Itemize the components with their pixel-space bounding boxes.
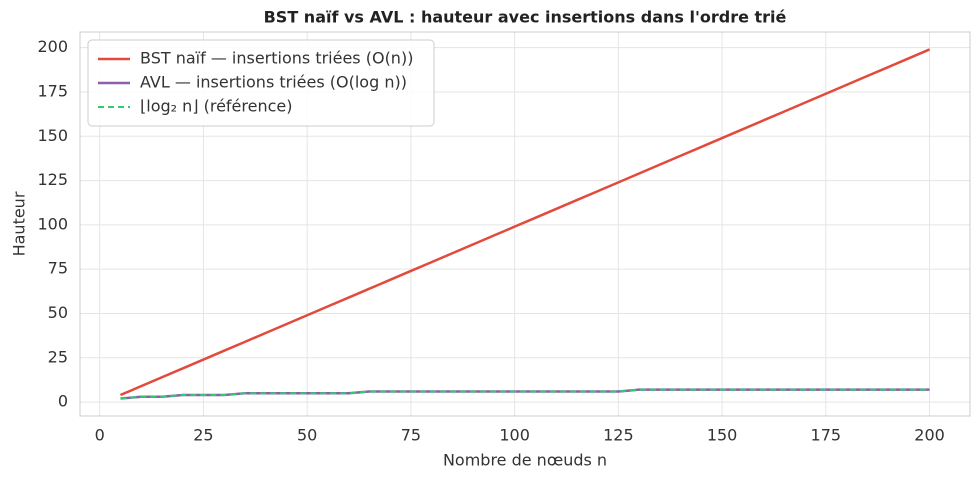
x-tick-label: 200 [914, 426, 945, 445]
legend-label: AVL — insertions triées (O(log n)) [140, 73, 407, 92]
x-tick-label: 100 [499, 426, 530, 445]
x-tick-label: 150 [707, 426, 738, 445]
series-line [120, 388, 930, 400]
x-tick-label: 125 [603, 426, 634, 445]
chart-title: BST naïf vs AVL : hauteur avec insertion… [264, 8, 787, 27]
legend-box [87, 39, 435, 127]
plot-frame [79, 31, 971, 417]
y-tick-label: 200 [37, 37, 68, 56]
legend-label: BST naïf — insertions triées (O(n)) [140, 49, 413, 68]
x-tick-label: 175 [811, 426, 842, 445]
y-tick-label: 125 [37, 170, 68, 189]
y-tick-label: 150 [37, 126, 68, 145]
x-tick-label: 25 [193, 426, 213, 445]
x-tick-label: 0 [95, 426, 105, 445]
y-tick-label: 0 [58, 392, 68, 411]
x-tick-label: 75 [401, 426, 421, 445]
y-tick-label: 50 [48, 303, 68, 322]
y-tick-label: 175 [37, 81, 68, 100]
y-tick-label: 25 [48, 347, 68, 366]
series-line [119, 48, 931, 397]
legend-label: ⌊log₂ n⌋ (référence) [140, 97, 292, 116]
x-axis-label: Nombre de nœuds n [443, 451, 607, 470]
y-tick-label: 75 [48, 259, 68, 278]
y-tick-label: 100 [37, 214, 68, 233]
x-tick-label: 50 [297, 426, 317, 445]
y-axis-label: Hauteur [10, 191, 29, 256]
